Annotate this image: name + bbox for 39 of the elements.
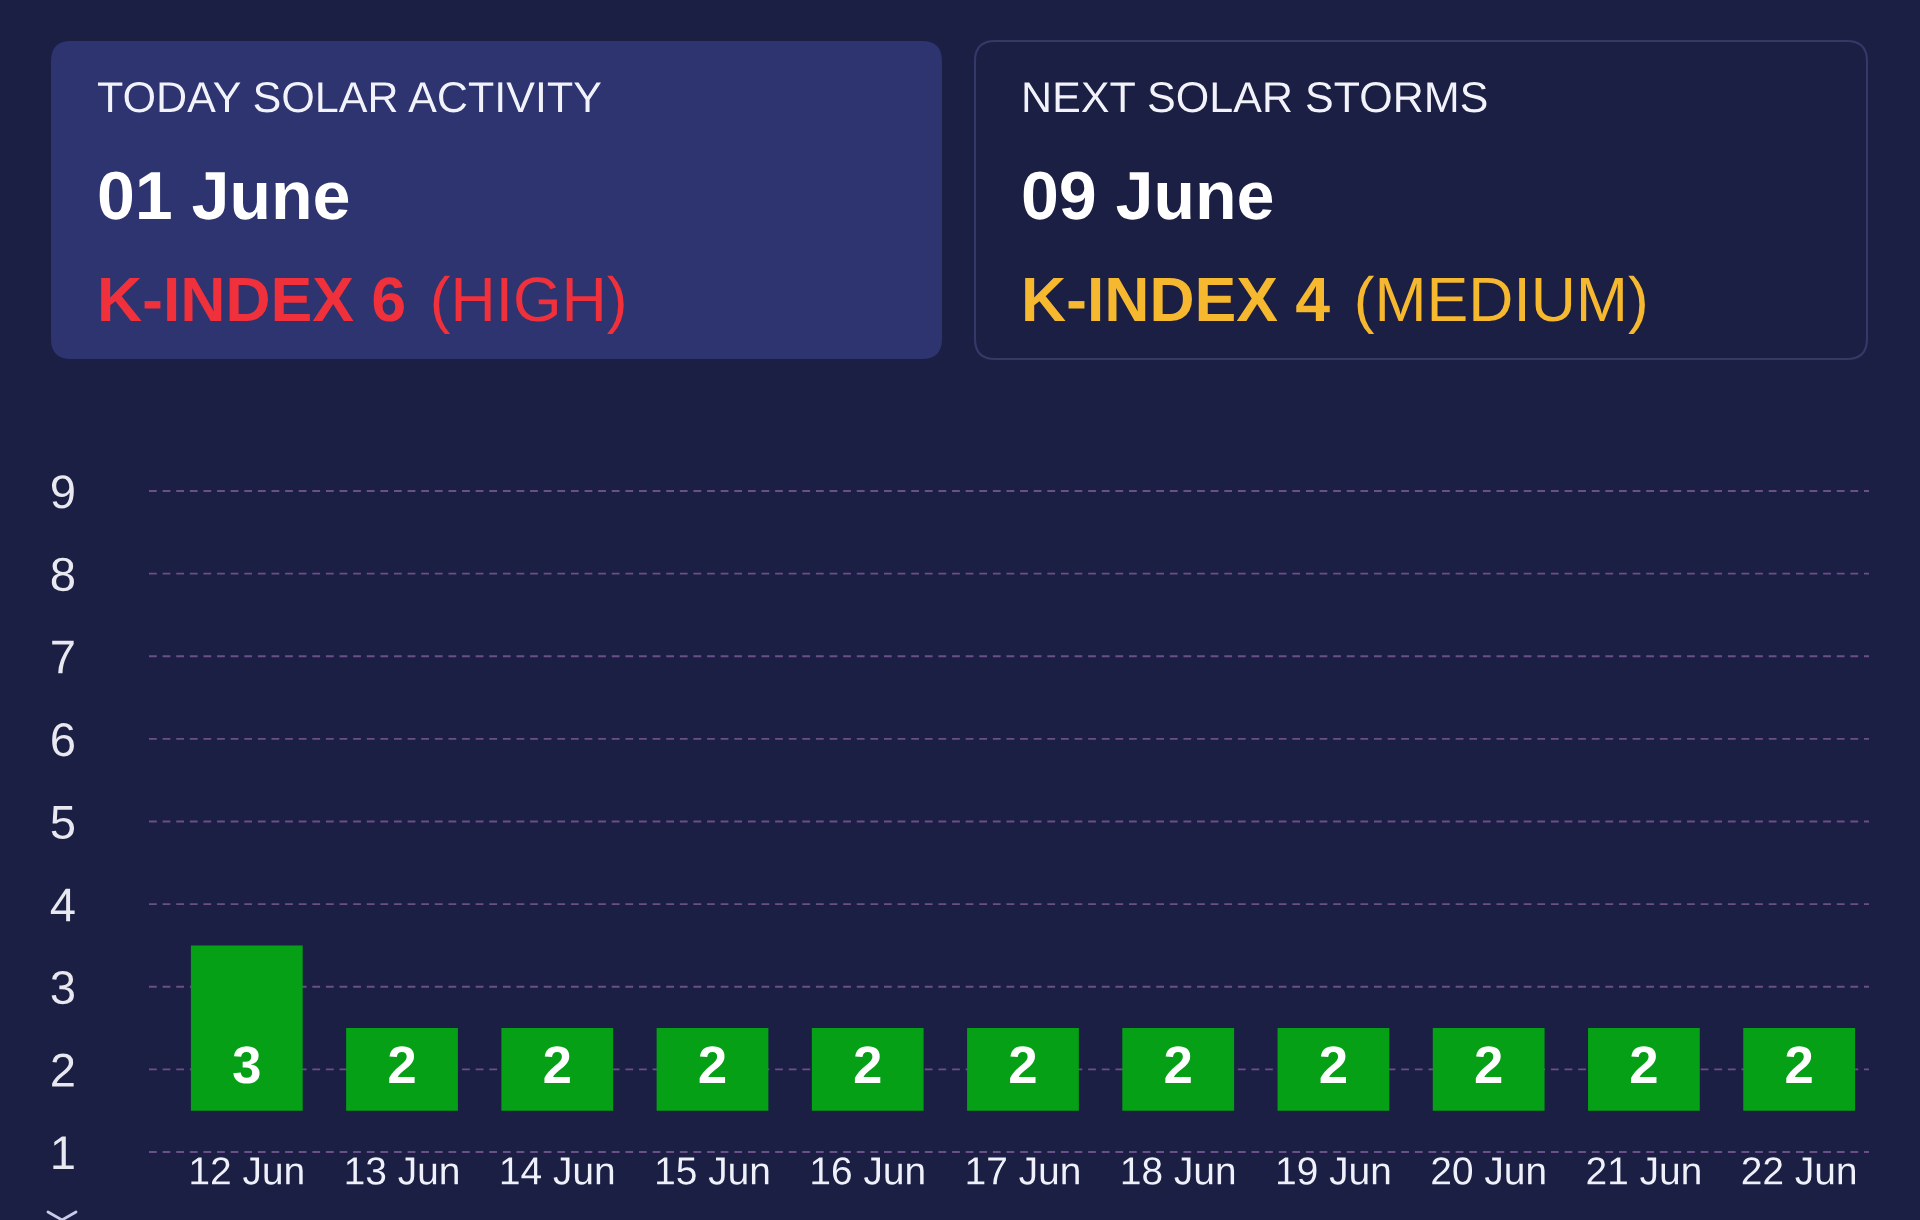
y-tick-label: 1 [53, 1136, 74, 1170]
x-tick-label: 14 Jun [501, 1157, 614, 1185]
x-tick-label: 13 Jun [346, 1157, 458, 1185]
x-tick-label: 22 Jun [1742, 1157, 1856, 1185]
data-label: 2 [854, 1046, 881, 1084]
y-tick-label: 7 [52, 640, 74, 674]
text: 01 June [99, 171, 349, 220]
data-label: 2 [1165, 1046, 1191, 1084]
data-label: 2 [544, 1046, 570, 1084]
data-label: 2 [1320, 1046, 1346, 1084]
x-tick-label: 20 Jun [1432, 1157, 1545, 1185]
data-label: 3 [233, 1046, 260, 1084]
x-tick-label: 16 Jun [812, 1157, 924, 1185]
data-label: 2 [1010, 1046, 1036, 1084]
text: (MEDIUM) [1357, 275, 1645, 334]
x-tick-label: 19 Jun [1278, 1157, 1390, 1185]
x-tick-label: 21 Jun [1587, 1157, 1700, 1185]
y-tick-label: 6 [52, 723, 74, 757]
text: K-INDEX 6 [101, 277, 404, 322]
data-label: 2 [1475, 1046, 1502, 1084]
y-tick-label: 4 [50, 888, 75, 922]
y-tick-label: 8 [51, 557, 74, 592]
x-tick-label: 15 Jun [657, 1157, 769, 1185]
text: TODAY SOLAR ACTIVITY [97, 81, 601, 113]
text: 09 June [1023, 171, 1273, 220]
data-label: 2 [1786, 1046, 1812, 1084]
y-tick-label: 2 [52, 1053, 74, 1087]
data-label: 2 [1631, 1046, 1657, 1084]
x-tick-label: 17 Jun [967, 1157, 1079, 1185]
data-label: 2 [699, 1046, 726, 1084]
text: K-INDEX 4 [1025, 278, 1330, 321]
x-tick-label: 18 Jun [1122, 1157, 1235, 1185]
y-tick-label: 3 [51, 970, 74, 1005]
text: (HIGH) [433, 275, 624, 334]
y-tick-label: 9 [51, 475, 74, 509]
text: NEXT SOLAR STORMS [1024, 81, 1487, 113]
x-tick-label: 12 Jun [191, 1157, 303, 1185]
data-label: 2 [389, 1046, 415, 1084]
y-tick-label: 5 [51, 806, 75, 840]
